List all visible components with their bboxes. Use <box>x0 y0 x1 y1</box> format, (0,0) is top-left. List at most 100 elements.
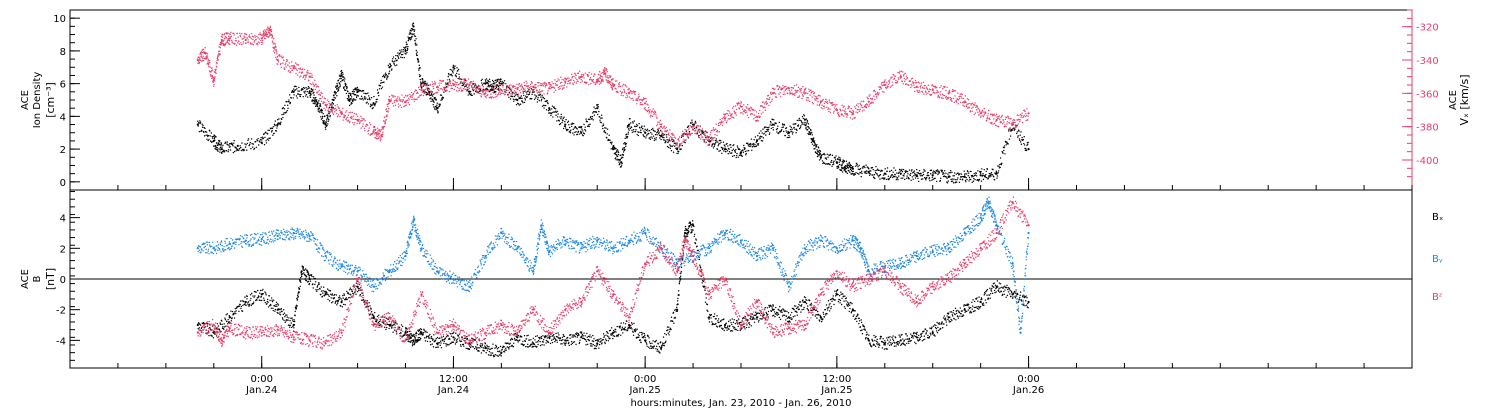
vx-cloud-point <box>438 82 440 84</box>
density-cloud-point <box>1014 128 1016 130</box>
density-cloud-point <box>770 122 772 124</box>
vx-cloud-point <box>322 101 325 103</box>
density-cloud-point <box>416 44 418 46</box>
density-cloud-point <box>319 103 321 105</box>
density-cloud-point <box>799 119 801 122</box>
density-cloud-point <box>646 133 648 136</box>
density-cloud-point <box>899 170 902 172</box>
density-cloud-point <box>285 111 288 113</box>
vx-cloud-point <box>393 101 396 104</box>
vx-cloud-point <box>524 88 526 90</box>
density-cloud-point <box>311 100 314 102</box>
density-cloud-point <box>903 173 906 175</box>
vx-cloud-point <box>504 93 506 95</box>
vx-cloud-point <box>910 83 912 86</box>
vx-cloud-point <box>544 86 546 88</box>
density-cloud-point <box>910 179 912 181</box>
density-cloud-point <box>855 172 857 174</box>
density-cloud-point <box>305 87 307 89</box>
density-cloud-point <box>936 180 938 183</box>
density-point-0 <box>196 123 199 126</box>
density-cloud-point <box>300 93 302 96</box>
density-cloud-point <box>668 146 670 149</box>
density-cloud-point <box>323 123 325 125</box>
density-cloud-point <box>618 161 620 163</box>
density-cloud-point <box>201 123 203 125</box>
vx-cloud-point <box>378 137 380 140</box>
density-cloud-point <box>922 178 924 180</box>
vx-cloud-point <box>444 87 446 90</box>
density-cloud-point <box>347 98 349 100</box>
vx-cloud-point <box>620 85 622 87</box>
density-cloud-point <box>214 135 216 137</box>
vx-cloud-point <box>331 109 334 112</box>
vx-cloud-point <box>814 95 817 98</box>
density-cloud-point <box>999 157 1002 159</box>
density-cloud-point <box>874 169 876 172</box>
density-cloud-point <box>216 142 218 144</box>
vx-cloud-point <box>723 115 725 118</box>
vx-cloud-point <box>774 88 776 90</box>
density-cloud-point <box>868 174 871 176</box>
density-cloud-point <box>340 81 342 83</box>
density-cloud-point <box>849 168 852 171</box>
vx-cloud-point <box>265 32 268 34</box>
vx-cloud-point <box>225 42 227 44</box>
density-cloud-point <box>485 78 488 80</box>
vx-cloud-point <box>655 114 657 116</box>
vx-cloud-point <box>290 61 293 63</box>
vx-cloud-point <box>828 110 830 113</box>
density-cloud-point <box>847 167 850 169</box>
density-cloud-point <box>349 100 351 102</box>
density-cloud-point <box>644 131 647 134</box>
vx-cloud-point <box>397 96 399 98</box>
vx-cloud-point <box>540 84 542 87</box>
density-cloud-point <box>384 72 387 74</box>
density-cloud-point <box>270 127 272 129</box>
density-cloud-point <box>684 141 686 144</box>
vx-cloud-point <box>905 78 907 81</box>
vx-cloud-point <box>890 85 893 87</box>
vx-cloud-point <box>735 114 737 116</box>
density-cloud-point <box>442 97 445 99</box>
density-cloud-point <box>817 154 819 156</box>
vx-cloud-point <box>252 43 255 46</box>
vx-cloud-point <box>390 98 393 100</box>
density-cloud-point <box>432 100 435 102</box>
density-cloud-point <box>940 177 942 180</box>
vx-cloud-point <box>902 83 904 85</box>
density-cloud-point <box>592 112 594 114</box>
density-cloud-point <box>363 92 365 94</box>
vx-cloud-point <box>840 110 842 112</box>
density-cloud-point <box>722 147 724 149</box>
density-cloud-point <box>719 149 721 152</box>
density-cloud-point <box>580 125 583 128</box>
vx-cloud-point <box>213 80 216 82</box>
vx-cloud-point <box>1005 125 1007 128</box>
density-cloud-point <box>884 168 886 170</box>
density-cloud-point <box>261 136 264 138</box>
density-cloud-point <box>1017 136 1019 138</box>
vx-cloud-point <box>717 131 719 133</box>
vx-cloud-point <box>380 138 382 141</box>
vx-cloud-point <box>597 77 599 80</box>
vx-cloud-point <box>481 84 483 87</box>
density-cloud-point <box>271 129 273 132</box>
vx-cloud-point <box>388 107 390 110</box>
density-cloud-point <box>668 138 670 141</box>
vx-cloud-point <box>221 36 224 38</box>
density-cloud-point <box>306 88 308 91</box>
vx-cloud-point <box>215 68 217 70</box>
density-cloud-point <box>407 36 409 38</box>
vx-cloud-point <box>273 52 276 54</box>
density-cloud-point <box>346 86 348 88</box>
density-cloud-point <box>481 78 483 81</box>
vx-cloud-point <box>597 80 599 83</box>
vx-cloud-point <box>959 101 962 104</box>
density-cloud-point <box>309 96 312 99</box>
density-cloud-point <box>388 72 390 75</box>
density-cloud-point <box>613 152 616 155</box>
density-cloud-point <box>829 163 831 166</box>
density-cloud-point <box>542 97 544 99</box>
vx-cloud-point <box>396 98 398 100</box>
